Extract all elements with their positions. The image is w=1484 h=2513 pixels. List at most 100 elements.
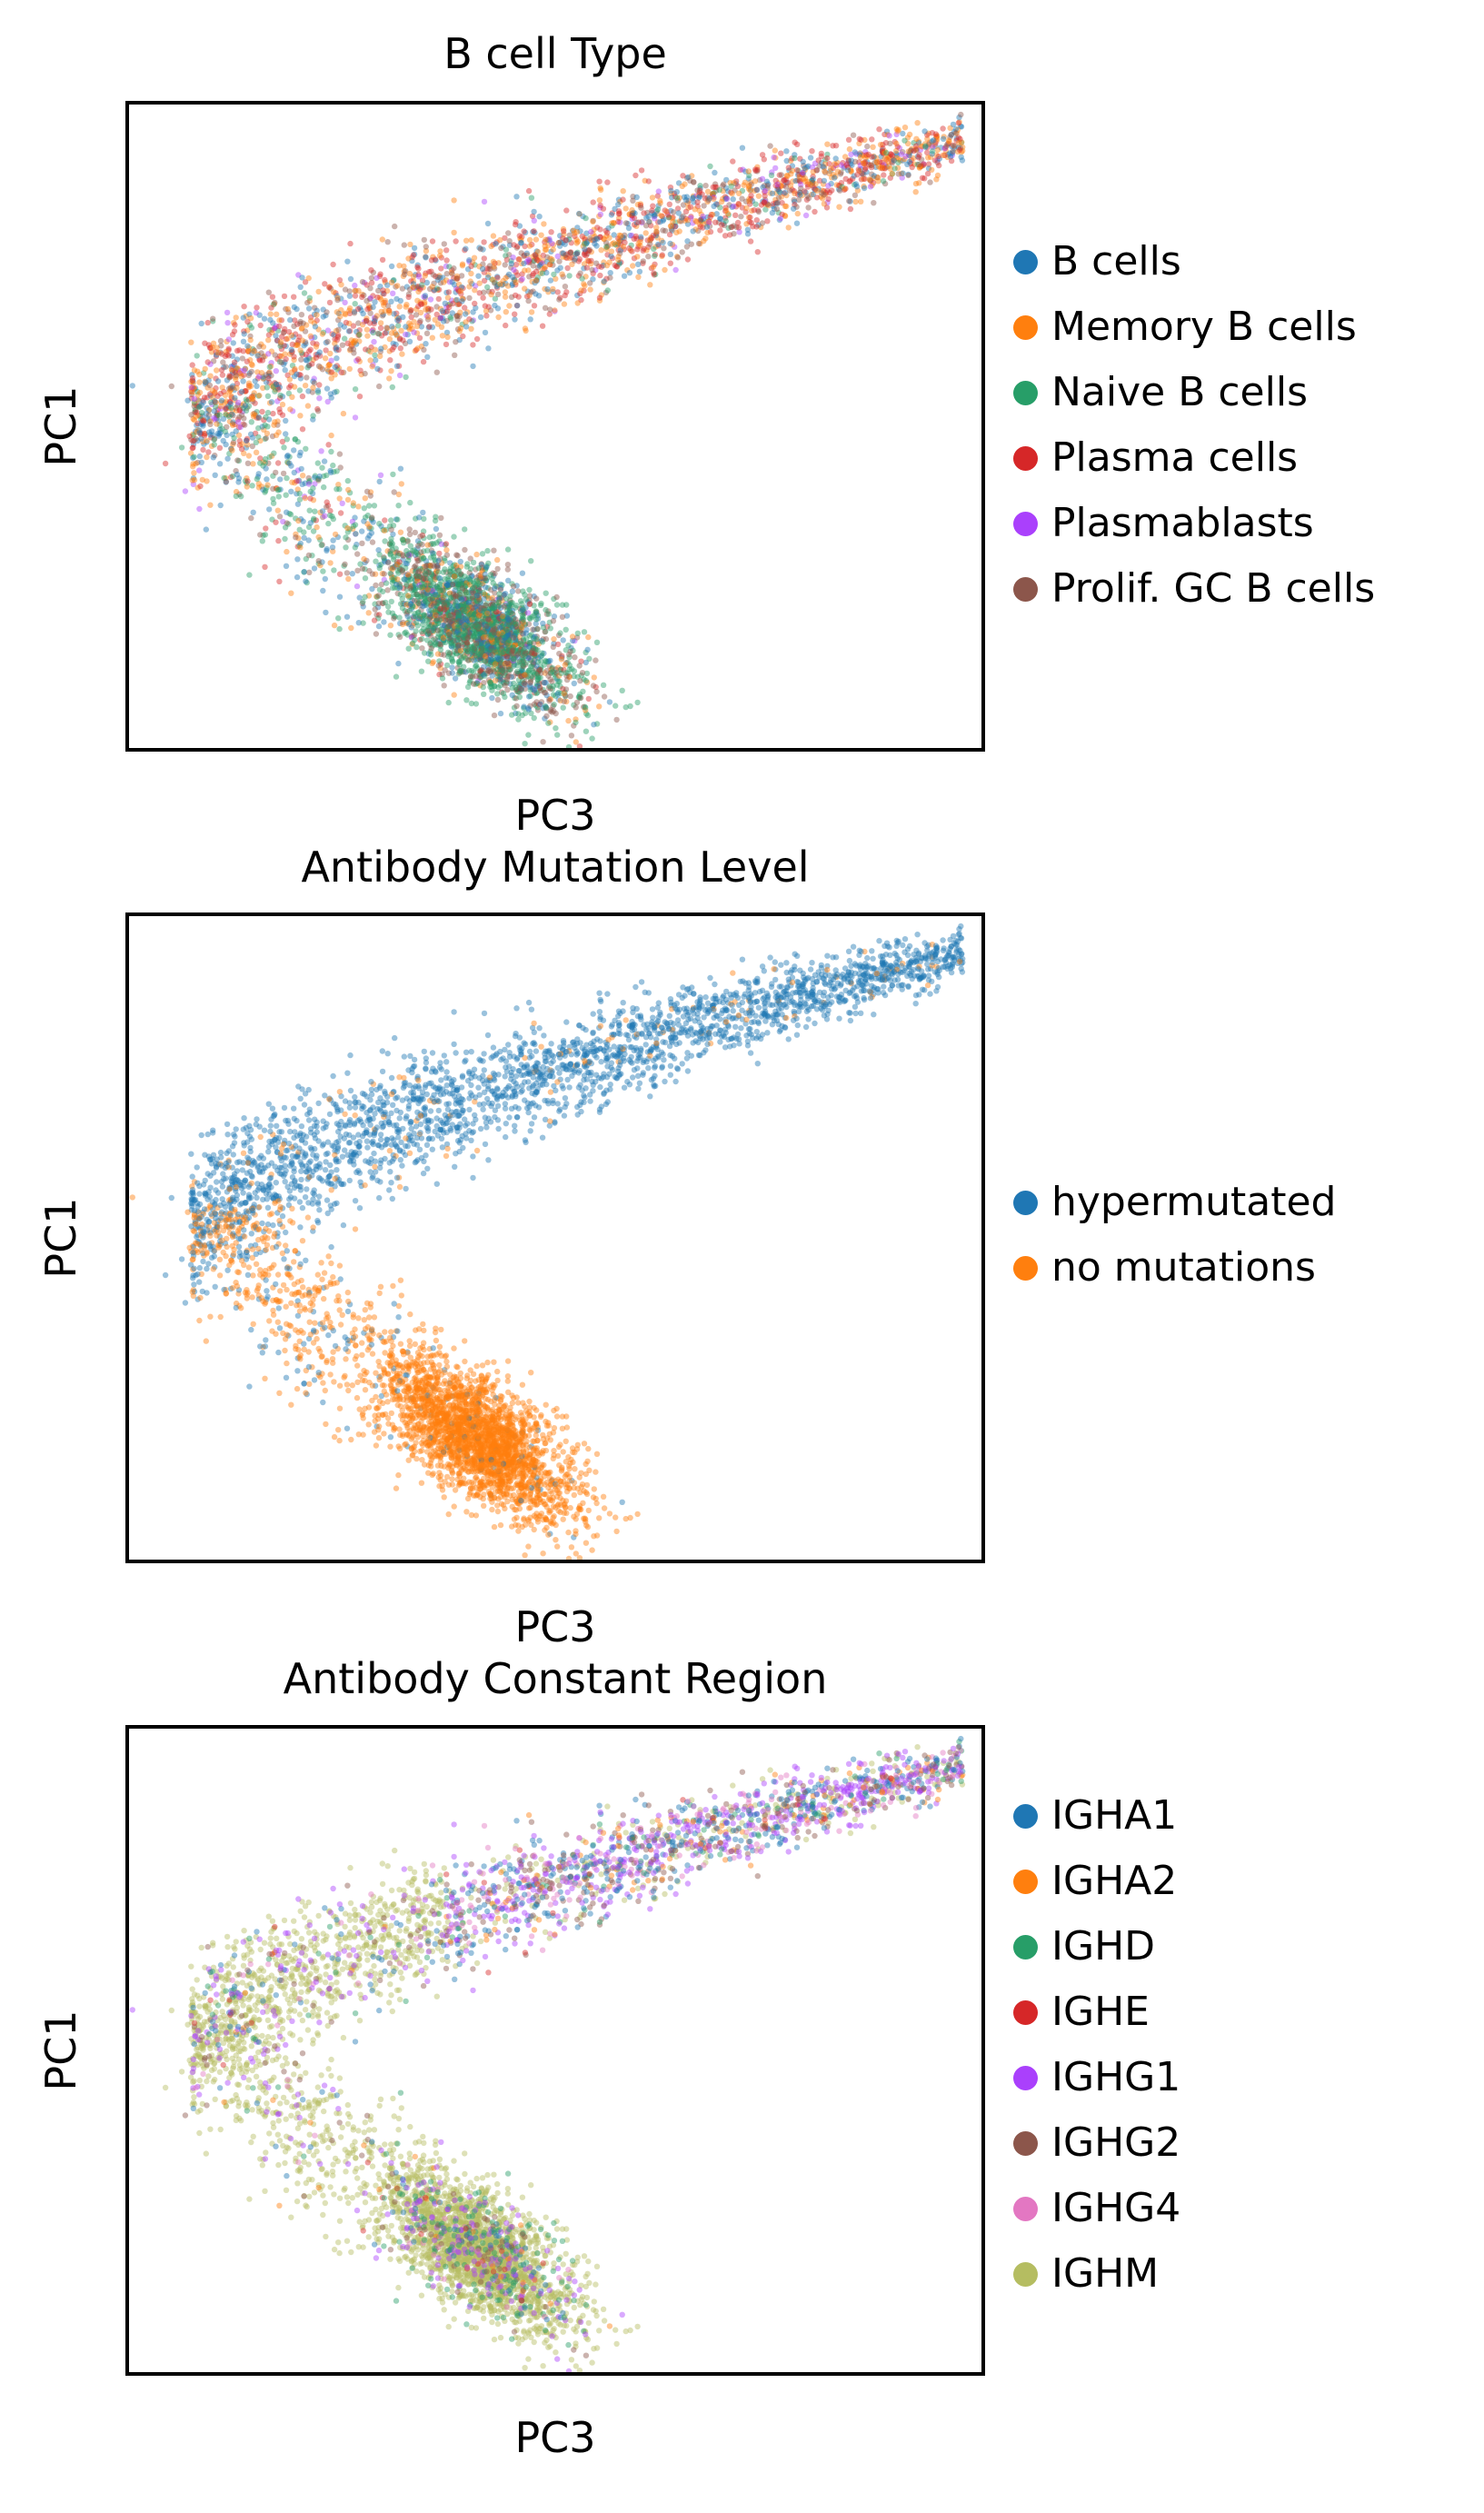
scatter-point bbox=[263, 465, 269, 472]
scatter-point bbox=[244, 442, 251, 448]
scatter-point bbox=[883, 164, 891, 170]
scatter-point bbox=[861, 183, 867, 190]
scatter-point bbox=[671, 209, 677, 215]
scatter-point bbox=[528, 558, 534, 564]
scatter-point bbox=[443, 257, 450, 264]
scatter-point bbox=[294, 371, 300, 377]
scatter-point bbox=[414, 297, 421, 304]
scatter-point bbox=[475, 273, 482, 279]
scatter-point bbox=[276, 317, 283, 324]
scatter-point bbox=[567, 648, 573, 655]
scatter-point bbox=[275, 537, 282, 544]
scatter-point bbox=[941, 152, 948, 158]
scatter-point bbox=[522, 285, 528, 292]
scatter-point bbox=[577, 677, 583, 684]
scatter-point bbox=[632, 233, 639, 240]
scatter-point bbox=[403, 331, 409, 338]
scatter-point bbox=[509, 712, 515, 718]
scatter-point bbox=[617, 242, 624, 248]
scatter-point bbox=[336, 593, 344, 600]
scatter-point bbox=[263, 414, 269, 421]
scatter-point bbox=[273, 519, 279, 525]
scatter-point bbox=[934, 157, 941, 164]
scatter-point bbox=[297, 372, 304, 378]
scatter-point bbox=[359, 291, 365, 298]
scatter-point bbox=[620, 188, 626, 194]
scatter-point bbox=[370, 326, 376, 333]
scatter-point bbox=[196, 430, 203, 436]
scatter-point bbox=[543, 236, 549, 243]
scatter-point bbox=[250, 395, 256, 402]
scatter-point bbox=[810, 179, 816, 186]
scatter-point bbox=[254, 414, 260, 421]
scatter-point bbox=[782, 213, 789, 219]
scatter-point bbox=[779, 200, 785, 206]
scatter-point bbox=[423, 306, 429, 313]
scatter-point bbox=[182, 488, 189, 494]
scatter-point bbox=[207, 421, 214, 427]
scatter-point bbox=[772, 165, 779, 172]
scatter-point bbox=[391, 325, 397, 332]
scatter-point bbox=[430, 659, 436, 665]
scatter-point bbox=[861, 184, 868, 192]
scatter-point bbox=[267, 316, 274, 324]
scatter-point bbox=[360, 620, 366, 626]
scatter-point bbox=[837, 183, 843, 189]
scatter-point bbox=[503, 246, 510, 253]
scatter-point bbox=[933, 134, 940, 141]
scatter-point bbox=[881, 131, 888, 138]
scatter-point bbox=[345, 328, 353, 334]
scatter-point bbox=[838, 169, 844, 175]
scatter-point bbox=[654, 219, 662, 225]
scatter-point bbox=[439, 315, 446, 322]
scatter-point bbox=[792, 177, 799, 184]
scatter-point bbox=[568, 733, 575, 739]
scatter-point bbox=[502, 294, 509, 300]
scatter-point bbox=[388, 598, 394, 605]
scatter-point bbox=[574, 238, 582, 244]
scatter-point bbox=[613, 703, 619, 709]
scatter-point bbox=[491, 547, 497, 553]
scatter-point bbox=[251, 347, 258, 354]
scatter-point bbox=[249, 362, 255, 368]
scatter-point bbox=[325, 442, 332, 448]
scatter-point bbox=[573, 739, 579, 745]
scatter-point bbox=[238, 388, 245, 395]
scatter-point bbox=[548, 229, 554, 235]
scatter-point bbox=[456, 336, 463, 344]
scatter-point bbox=[537, 270, 543, 276]
scatter-point bbox=[437, 305, 444, 312]
scatter-point bbox=[526, 292, 533, 299]
scatter-point bbox=[687, 204, 693, 210]
scatter-point bbox=[256, 344, 263, 350]
scatter-point bbox=[314, 307, 320, 314]
scatter-point bbox=[654, 193, 661, 199]
scatter-point bbox=[355, 287, 362, 294]
scatter-point bbox=[508, 264, 514, 271]
scatter-point bbox=[379, 256, 386, 264]
scatter-point bbox=[743, 221, 750, 227]
scatter-point bbox=[230, 364, 236, 370]
scatter-point bbox=[940, 125, 946, 132]
scatter-point bbox=[958, 111, 964, 118]
scatter-point bbox=[359, 528, 365, 534]
scatter-point bbox=[471, 681, 477, 687]
scatter-point bbox=[268, 399, 275, 405]
scatter-point bbox=[886, 153, 892, 159]
scatter-point bbox=[597, 202, 603, 209]
scatter-point bbox=[562, 241, 568, 247]
scatter-point bbox=[424, 542, 431, 548]
scatter-point bbox=[909, 164, 915, 171]
scatter-point bbox=[294, 478, 300, 484]
scatter-point bbox=[506, 238, 513, 244]
scatter-point bbox=[216, 444, 224, 451]
scatter-point bbox=[596, 197, 603, 204]
scatter-point bbox=[519, 275, 525, 283]
scatter-point bbox=[246, 322, 254, 328]
scatter-point bbox=[321, 484, 327, 491]
scatter-point bbox=[925, 161, 932, 167]
scatter-point bbox=[196, 404, 203, 411]
scatter-point bbox=[913, 135, 920, 142]
scatter-point bbox=[706, 218, 712, 224]
scatter-point bbox=[367, 310, 373, 316]
